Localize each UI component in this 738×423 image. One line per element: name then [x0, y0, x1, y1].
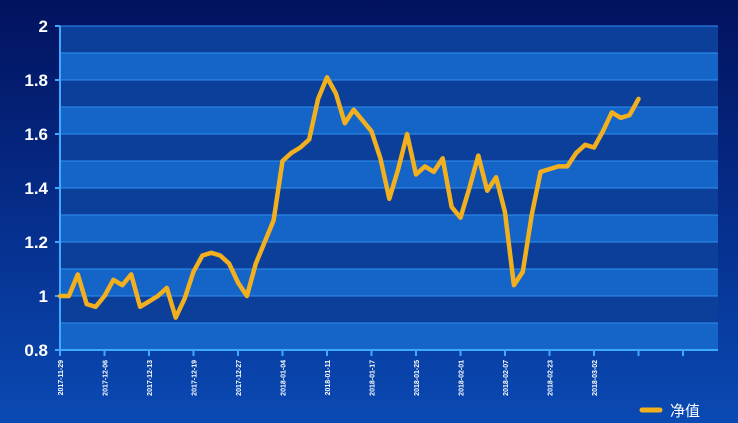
plot-band: [60, 107, 718, 134]
plot-band: [60, 134, 718, 161]
y-tick-label: 0.8: [24, 341, 48, 360]
series-line: [57, 75, 641, 320]
y-tick-label: 2: [39, 17, 48, 36]
x-tick-label: 2018-01-11: [325, 360, 332, 396]
series-layer: [57, 75, 641, 320]
x-tick-label: 2017-12-06: [103, 360, 110, 396]
x-tick-label: 2018-02-23: [548, 360, 555, 396]
plot-band: [60, 80, 718, 107]
y-tick-label: 1.2: [24, 233, 48, 252]
gridlines: [60, 25, 718, 324]
y-tick-label: 1.6: [24, 125, 48, 144]
x-tick-label: 2017-11-29: [58, 360, 65, 396]
x-tick-label: 2018-01-25: [414, 360, 421, 396]
plot-band: [60, 296, 718, 323]
x-tick-label: 2018-02-01: [459, 360, 466, 396]
y-tick-labels: 0.8 1 1.2 1.4 1.6 1.8 2: [24, 17, 48, 360]
x-tick-labels: 2017-11-29 2017-12-06 2017-12-13 2017-12-19…: [58, 360, 599, 396]
plot-bands: [60, 26, 718, 350]
x-tick-label: 2018-03-02: [592, 360, 599, 396]
x-tick-label: 2018-01-04: [281, 360, 288, 396]
y-tick-label: 1.4: [24, 179, 48, 198]
x-tick-label: 2018-02-07: [503, 360, 510, 396]
plot-band: [60, 161, 718, 188]
x-tick-label: 2017-12-19: [192, 360, 199, 396]
plot-band: [60, 53, 718, 80]
plot-band: [60, 26, 718, 53]
x-tick-label: 2017-12-27: [236, 360, 243, 396]
plot-band: [60, 215, 718, 242]
y-tick-label: 1: [39, 287, 48, 306]
x-tick-label: 2018-01-17: [370, 360, 377, 396]
legend: 净值: [639, 402, 700, 420]
x-tick-label: 2017-12-13: [147, 360, 154, 396]
y-tick-label: 1.8: [24, 71, 48, 90]
plot-band: [60, 242, 718, 269]
legend-label: 净值: [670, 402, 700, 420]
plot-band: [60, 323, 718, 350]
plot-band: [60, 269, 718, 296]
